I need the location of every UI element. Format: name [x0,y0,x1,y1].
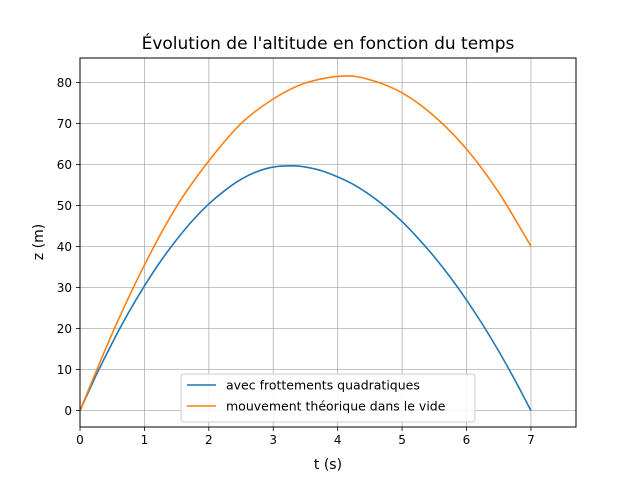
x-tick-label: 4 [334,433,342,447]
x-tick-label: 6 [463,433,471,447]
y-axis-ticks: 0 10 20 30 40 50 60 70 80 [57,76,80,418]
legend: avec frottements quadratiques mouvement t… [180,373,476,423]
y-tick-label: 80 [57,76,72,90]
x-tick-label: 7 [527,433,535,447]
x-tick-label: 1 [141,433,149,447]
y-tick-label: 60 [57,158,72,172]
legend-box [180,373,476,423]
x-tick-label: 0 [76,433,84,447]
y-tick-label: 30 [57,281,72,295]
x-tick-label: 2 [205,433,213,447]
y-tick-label: 0 [64,404,72,418]
x-axis-ticks: 0 1 2 3 4 5 6 7 [76,427,535,447]
y-tick-label: 20 [57,322,72,336]
x-axis-label: t (s) [314,457,342,473]
grid [79,58,576,427]
y-tick-label: 50 [57,199,72,213]
plot-frame [79,57,577,428]
series-line-1 [79,165,532,411]
plot-lines [79,75,532,411]
series-line-2 [79,75,532,411]
chart-title: Évolution de l'altitude en fonction du t… [142,32,515,54]
x-tick-label: 3 [269,433,277,447]
y-tick-label: 10 [57,363,72,377]
y-tick-label: 40 [57,240,72,254]
legend-label-2: mouvement théorique dans le vide [226,399,446,414]
x-tick-label: 5 [398,433,406,447]
y-tick-label: 70 [57,117,72,131]
y-axis-label: z (m) [31,224,47,260]
legend-label-1: avec frottements quadratiques [226,378,420,393]
